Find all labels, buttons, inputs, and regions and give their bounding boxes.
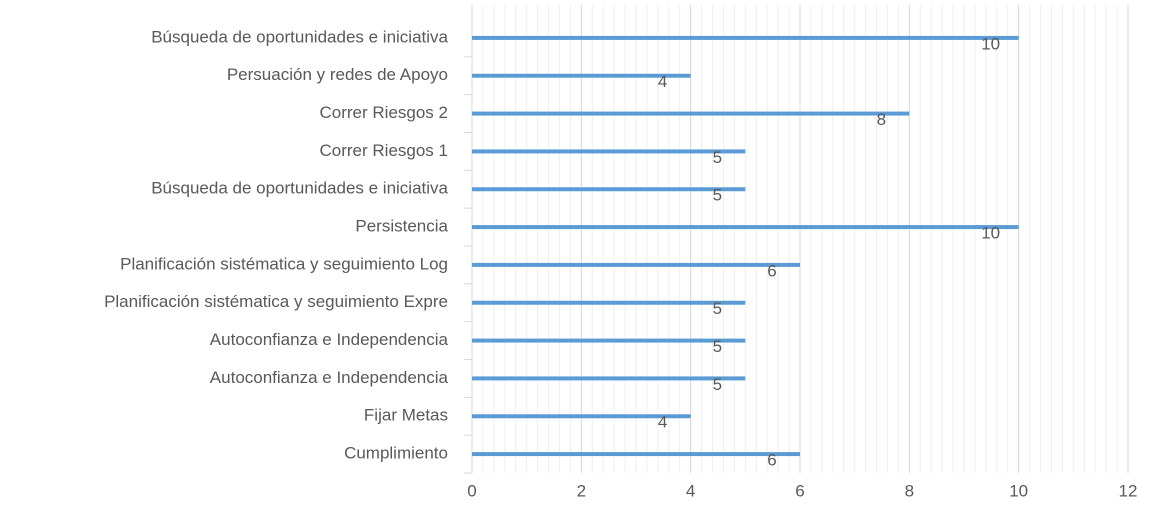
data-label: 5 — [713, 375, 722, 394]
bar — [472, 262, 800, 267]
bar — [472, 376, 746, 381]
y-tick-label: Autoconfianza e Independencia — [210, 368, 449, 387]
data-label: 5 — [713, 299, 722, 318]
bar — [472, 414, 691, 419]
bar — [472, 149, 746, 154]
y-tick-label: Autoconfianza e Independencia — [210, 330, 449, 349]
data-label: 5 — [713, 148, 722, 167]
x-tick-label: 6 — [795, 481, 804, 500]
y-tick-label: Correr Riesgos 1 — [320, 141, 449, 160]
x-tick-label: 0 — [467, 481, 476, 500]
y-tick-label: Búsqueda de oportunidades e iniciativa — [151, 179, 448, 198]
y-tick-label: Planificación sistématica y seguimiento … — [104, 292, 448, 311]
y-tick-label: Planificación sistématica y seguimiento … — [120, 254, 448, 273]
x-tick-label: 2 — [577, 481, 586, 500]
bar — [472, 225, 1019, 230]
x-tick-label: 12 — [1119, 481, 1138, 500]
bar — [472, 300, 746, 305]
bar — [472, 111, 910, 116]
x-tick-label: 4 — [686, 481, 695, 500]
data-label: 10 — [981, 224, 1000, 243]
data-label: 8 — [877, 110, 886, 129]
x-tick-label: 10 — [1009, 481, 1028, 500]
bar — [472, 73, 691, 78]
y-tick-label: Fijar Metas — [364, 406, 448, 425]
data-label: 4 — [658, 413, 667, 432]
data-label: 10 — [981, 34, 1000, 53]
y-tick-label: Cumplimiento — [344, 444, 448, 463]
bar — [472, 35, 1019, 40]
x-tick-label: 8 — [905, 481, 914, 500]
y-tick-label: Persuación y redes de Apoyo — [227, 65, 448, 84]
y-tick-label: Persistencia — [355, 217, 448, 236]
y-tick-label: Correr Riesgos 2 — [320, 103, 449, 122]
data-label: 6 — [767, 261, 776, 280]
bar — [472, 338, 746, 343]
data-label: 5 — [713, 337, 722, 356]
data-label: 6 — [767, 451, 776, 470]
bar — [472, 187, 746, 192]
bar — [472, 452, 800, 457]
data-label: 5 — [713, 186, 722, 205]
y-tick-label: Búsqueda de oportunidades e iniciativa — [151, 27, 448, 46]
data-label: 4 — [658, 72, 667, 91]
